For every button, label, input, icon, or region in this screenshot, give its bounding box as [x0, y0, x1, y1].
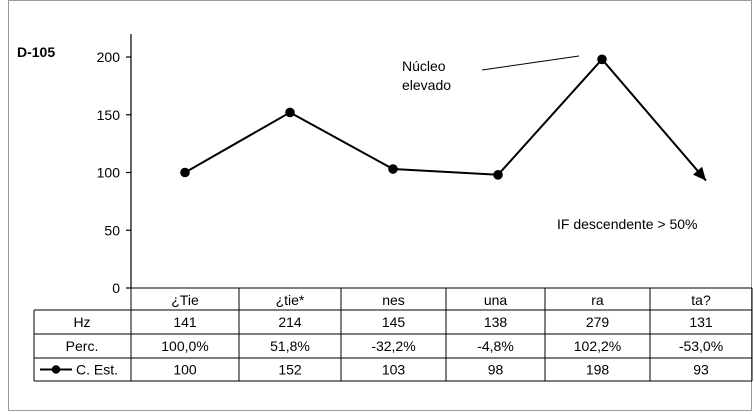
table-cell: 214	[278, 314, 302, 330]
table-cell: 145	[382, 314, 406, 330]
data-point	[285, 107, 295, 118]
table-cell: 102,2%	[574, 338, 621, 354]
series-segment	[601, 58, 707, 182]
series-segment	[497, 58, 603, 176]
category-label: una	[484, 292, 508, 308]
chart-frame	[8, 0, 752, 411]
series-segment	[184, 111, 291, 174]
series-c-est	[180, 54, 707, 182]
category-label: ¿tie*	[276, 292, 305, 308]
data-table-grid	[33, 287, 753, 382]
data-point-arrowhead	[692, 166, 706, 181]
annotation-nucleus-line2: elevado	[402, 77, 451, 93]
y-tick-labels: 200 150 100 50 0	[97, 49, 121, 296]
y-tick-label: 50	[104, 222, 120, 238]
table-row-label: Hz	[73, 314, 90, 330]
legend-marker	[51, 365, 61, 374]
y-tick-marks	[126, 56, 131, 289]
annotation-nucleus-line1: Núcleo	[402, 58, 446, 74]
table-cell: 279	[586, 314, 610, 330]
category-label: ta?	[691, 292, 711, 308]
table-row-label: C. Est.	[76, 362, 118, 378]
y-tick-label: 150	[97, 107, 121, 123]
table-cell: 131	[689, 314, 713, 330]
table-cell: 93	[693, 362, 709, 378]
table-cell: 138	[484, 314, 508, 330]
series-segment	[289, 111, 394, 170]
data-point	[388, 164, 398, 174]
series-segment	[392, 168, 499, 176]
table-cell: 51,8%	[270, 338, 310, 354]
table-row-label: Perc.	[66, 338, 99, 354]
table-cell: -53,0%	[679, 338, 723, 354]
table-cell: 100,0%	[161, 338, 208, 354]
category-label: nes	[382, 292, 405, 308]
category-label: ra	[591, 292, 604, 308]
table-cell: -32,2%	[371, 338, 415, 354]
y-tick-label: 200	[97, 49, 121, 65]
annotation-final-inflection: IF descendente > 50%	[557, 216, 698, 232]
data-point	[493, 170, 503, 180]
table-cell: 141	[173, 314, 197, 330]
table-cell: 152	[278, 362, 302, 378]
annotation-nucleus-pointer	[481, 55, 580, 71]
panel-label: D-105	[17, 44, 55, 60]
table-cell: 103	[382, 362, 406, 378]
table-cell: 100	[173, 362, 197, 378]
data-point	[597, 54, 607, 65]
data-point	[180, 167, 190, 178]
category-label: ¿Tie	[171, 292, 199, 308]
y-tick-label: 0	[112, 280, 120, 296]
table-cell: 98	[488, 362, 504, 378]
table-cell: 198	[586, 362, 610, 378]
table-cell: -4,8%	[477, 338, 514, 354]
data-table-text: ¿Tie ¿tie* nes una ra ta? Hz 141 214 145 138 279 131…	[40, 292, 723, 378]
y-tick-label: 100	[97, 165, 121, 181]
